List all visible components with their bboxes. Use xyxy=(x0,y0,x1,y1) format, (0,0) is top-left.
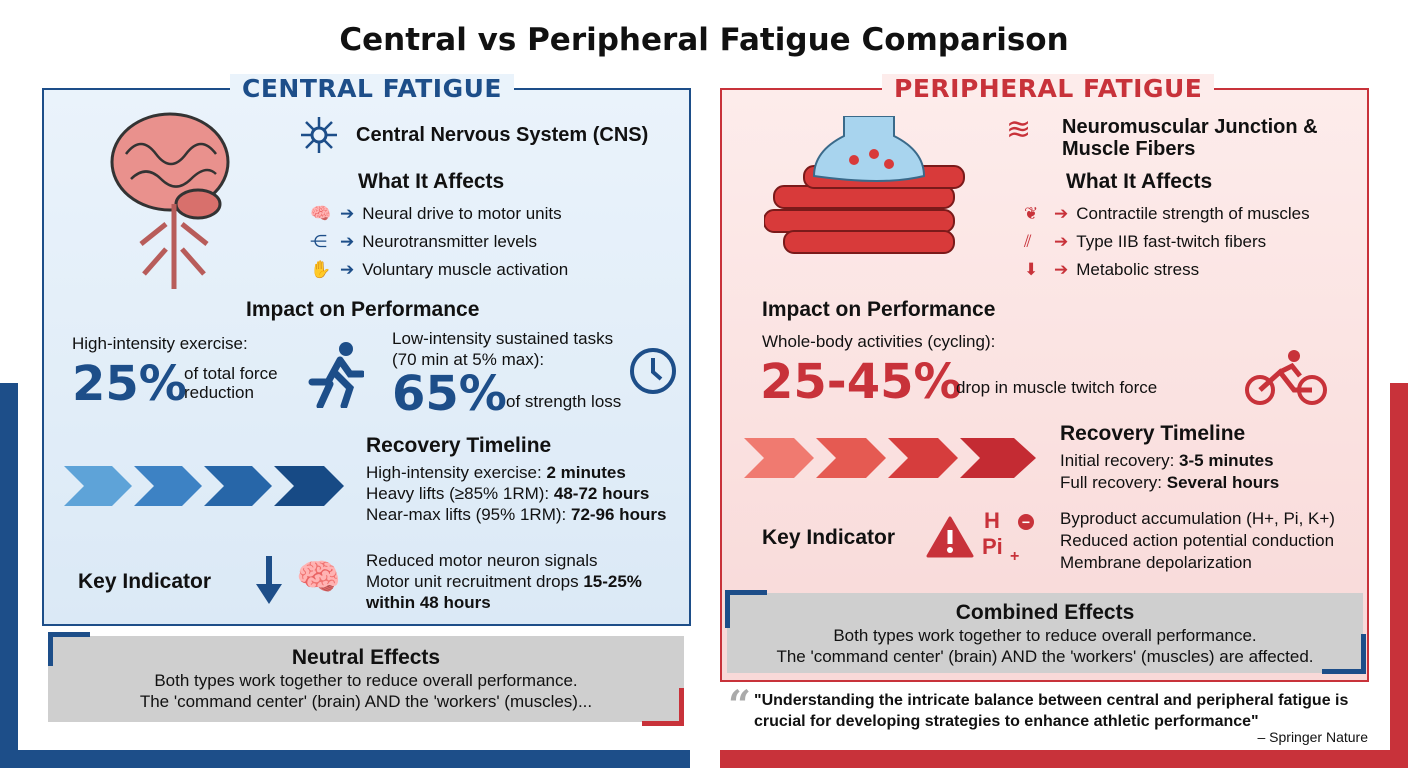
list-item: Heavy lifts (≥85% 1RM): 48-72 hours xyxy=(366,484,650,503)
list-item: ⬇ ➔ Metabolic stress xyxy=(1024,260,1200,279)
central-header: CENTRAL FATIGUE xyxy=(230,74,515,103)
central-impact-title: Impact on Performance xyxy=(246,298,480,321)
impact1-label: High-intensity exercise: xyxy=(72,334,248,353)
peripheral-impact-value: 25-45% xyxy=(760,354,962,410)
combined-effects-box: Combined Effects Both types work togethe… xyxy=(727,593,1363,673)
list-item: Full recovery: Several hours xyxy=(1060,473,1280,492)
list-item: ⋲ ➔ Neurotransmitter levels xyxy=(310,232,538,251)
blue-strip-left xyxy=(0,383,18,768)
corner-accent xyxy=(642,688,684,726)
quote-source: – Springer Nature xyxy=(1257,729,1368,745)
peripheral-recovery-title: Recovery Timeline xyxy=(1060,422,1246,445)
blue-strip-bottom xyxy=(0,750,690,768)
brain-icon: 🧠 xyxy=(310,204,332,223)
central-system-label: Central Nervous System (CNS) xyxy=(356,124,649,146)
metabolic-icon: ⬇ xyxy=(1024,260,1039,279)
peripheral-key-text: Byproduct accumulation (H+, Pi, K+) Reduc… xyxy=(1060,509,1335,572)
arrow-right-icon: ➔ xyxy=(340,204,355,223)
quote-mark-icon: “ xyxy=(728,682,752,729)
central-key-text: Reduced motor neuron signals Motor unit … xyxy=(366,551,642,612)
list-item: ❦ ➔ Contractile strength of muscles xyxy=(1024,204,1310,223)
peripheral-impact-desc: drop in muscle twitch force xyxy=(956,378,1158,397)
impact2-desc: of strength loss xyxy=(506,392,622,411)
central-affects-list: 🧠 ➔ Neural drive to motor units ⋲ ➔ Neurotra… xyxy=(310,200,568,284)
hand-icon: ✋ xyxy=(310,260,332,279)
list-item: High-intensity exercise: 2 minutes xyxy=(366,463,626,482)
central-key-title: Key Indicator xyxy=(78,570,212,593)
arrow-down-icon xyxy=(256,556,282,604)
list-item: Near-max lifts (95% 1RM): 72-96 hours xyxy=(366,505,667,524)
peripheral-affects-title: What It Affects xyxy=(1066,170,1213,193)
peripheral-impact-title: Impact on Performance xyxy=(762,298,996,321)
recovery-arrows xyxy=(744,438,1036,478)
runner-icon xyxy=(308,342,364,408)
neuron-icon xyxy=(301,117,337,153)
clock-icon xyxy=(630,348,676,394)
list-item: 🧠 ➔ Neural drive to motor units xyxy=(310,204,562,223)
central-recovery-title: Recovery Timeline xyxy=(366,434,552,457)
neutral-effects-box: Neutral Effects Both types work together… xyxy=(48,636,684,722)
central-recovery-list: High-intensity exercise: 2 minutes Heavy… xyxy=(366,462,666,525)
corner-accent xyxy=(725,590,767,628)
central-fatigue-panel: CENTRAL FATIGUE Central Nervous System (… xyxy=(42,74,691,626)
brain-icon: 🧠 xyxy=(296,556,341,597)
quote-block: “ "Understanding the intricate balance b… xyxy=(728,682,1368,745)
corner-accent xyxy=(1322,634,1366,674)
red-strip-bottom xyxy=(720,750,1408,768)
list-item: ✋ ➔ Voluntary muscle activation xyxy=(310,260,569,279)
arrow-right-icon: ➔ xyxy=(340,232,355,251)
recovery-arrows xyxy=(64,466,344,506)
red-strip-right xyxy=(1390,383,1408,768)
muscle-fiber-icon: ≋ xyxy=(1006,113,1032,146)
neuromuscular-junction-illustration xyxy=(764,116,965,254)
arrow-right-icon: ➔ xyxy=(1054,204,1069,223)
brain-spine-illustration xyxy=(110,112,230,289)
impact2-value: 65% xyxy=(392,366,507,422)
page-title: Central vs Peripheral Fatigue Comparison xyxy=(339,22,1069,58)
network-icon: ⋲ xyxy=(310,232,327,251)
list-item: Initial recovery: 3-5 minutes xyxy=(1060,451,1274,470)
peripheral-impact-label: Whole-body activities (cycling): xyxy=(762,332,996,351)
peripheral-affects-list: ❦ ➔ Contractile strength of muscles ⫽ ➔ Type… xyxy=(1024,200,1310,284)
impact1-desc: of total force reduction xyxy=(184,364,278,402)
peripheral-system-label: Neuromuscular Junction & Muscle Fibers xyxy=(1062,116,1318,160)
peripheral-recovery-list: Initial recovery: 3-5 minutes Full recov… xyxy=(1060,450,1279,494)
central-affects-title: What It Affects xyxy=(358,170,505,193)
fiber-icon: ⫽ xyxy=(1024,232,1032,251)
arrow-right-icon: ➔ xyxy=(1054,232,1069,251)
peripheral-key-title: Key Indicator xyxy=(762,526,896,549)
impact2-label: Low-intensity sustained tasks (70 min at … xyxy=(392,329,614,369)
warning-icon xyxy=(926,516,974,558)
peripheral-header: PERIPHERAL FATIGUE xyxy=(882,74,1215,103)
peripheral-fatigue-panel: PERIPHERAL FATIGUE ≋ Neuromuscular Junct… xyxy=(720,74,1369,682)
list-item: ⫽ ➔ Type IIB fast-twitch fibers xyxy=(1024,232,1267,251)
arrow-right-icon: ➔ xyxy=(1054,260,1069,279)
corner-accent xyxy=(48,632,90,666)
cyclist-icon xyxy=(1245,350,1327,405)
impact1-value: 25% xyxy=(72,356,187,412)
ion-symbols: H Pi − + xyxy=(982,508,1044,570)
muscle-icon: ❦ xyxy=(1024,204,1039,223)
arrow-right-icon: ➔ xyxy=(340,260,355,279)
